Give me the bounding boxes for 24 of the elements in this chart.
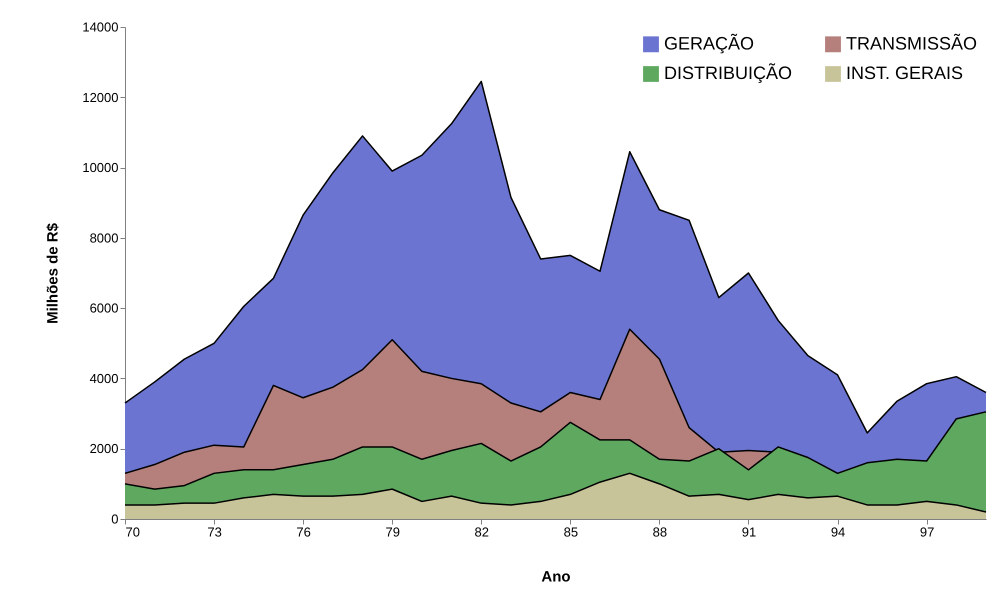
y-tick-label: 6000 bbox=[90, 300, 118, 316]
y-tick-label: 12000 bbox=[82, 90, 118, 105]
x-tick-label: 79 bbox=[385, 524, 400, 540]
y-tick-label: 2000 bbox=[90, 441, 118, 456]
x-tick-label: 97 bbox=[920, 524, 934, 540]
y-axis-title: Milhões de R$ bbox=[44, 222, 62, 324]
x-tick-label: 70 bbox=[126, 524, 140, 540]
y-tick-label: 14000 bbox=[82, 20, 118, 34]
y-tick-label: 0 bbox=[111, 512, 118, 526]
x-tick-label: 85 bbox=[564, 524, 578, 540]
y-tick-label: 8000 bbox=[90, 230, 118, 246]
legend-label: INST. GERAIS bbox=[846, 63, 964, 83]
x-tick-label: 73 bbox=[207, 524, 222, 540]
x-tick-label: 88 bbox=[652, 524, 668, 540]
legend-label: DISTRIBUIÇÃO bbox=[664, 63, 792, 83]
x-tick-label: 82 bbox=[474, 524, 490, 540]
y-tick-label: 10000 bbox=[82, 160, 118, 176]
legend-label: TRANSMISSÃO bbox=[846, 33, 978, 54]
x-tick-label: 94 bbox=[830, 524, 846, 540]
x-tick-label: 91 bbox=[742, 524, 756, 540]
legend-label: GERAÇÃO bbox=[664, 33, 754, 54]
x-tick-label: 76 bbox=[296, 524, 311, 540]
x-axis-title: Ano bbox=[541, 568, 571, 586]
y-tick-label: 4000 bbox=[90, 370, 118, 386]
